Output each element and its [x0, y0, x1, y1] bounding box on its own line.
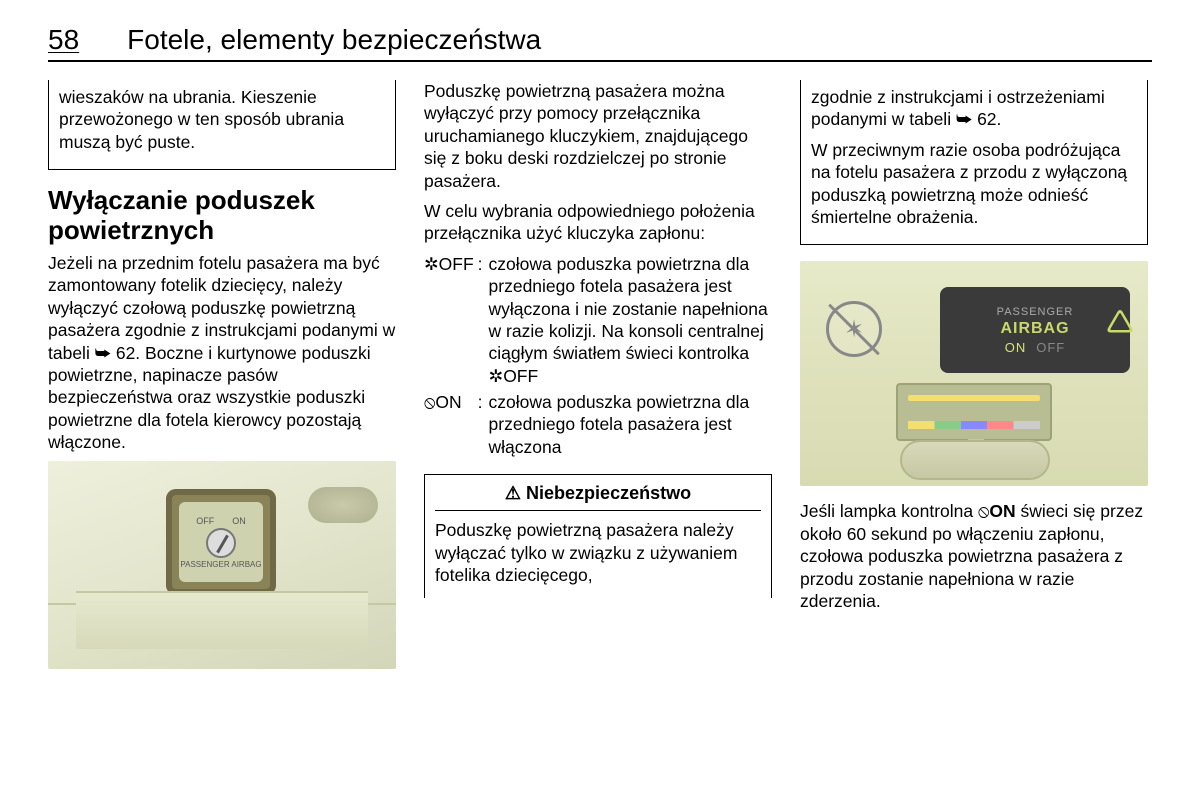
on-bold: ON: [989, 501, 1015, 521]
body-paragraph: W celu wybrania odpowiedniego położenia …: [424, 200, 772, 245]
indicator-on: ON: [1005, 340, 1027, 355]
danger-body: Poduszkę powietrzną pasażera należy wyłą…: [435, 519, 761, 586]
no-child-seat-icon: ✶: [826, 301, 882, 357]
danger-box: ⚠ Niebezpieczeństwo Poduszkę powietrzną …: [424, 474, 772, 598]
illustration-airbag-indicator: ✶ PASSENGER AIRBAG ON OFF 🛆: [800, 261, 1148, 486]
switch-on-label: ON: [232, 516, 246, 526]
chapter-title: Fotele, elementy bezpieczeństwa: [127, 24, 541, 56]
indicator-off: OFF: [1036, 340, 1065, 355]
key-switch-icon: [206, 528, 236, 558]
definition-list: ✲OFF : czołowa poduszka powietrzna dla p…: [424, 253, 772, 463]
switch-off-label: OFF: [196, 516, 214, 526]
continued-box-col3: zgodnie z instrukcjami i ostrzeżeniami p…: [800, 80, 1148, 245]
continued-text-a: zgodnie z instrukcjami i ostrzeżeniami p…: [811, 86, 1137, 131]
airbag-indicator-panel: PASSENGER AIRBAG ON OFF: [940, 287, 1130, 373]
seatbelt-icon: 🛆: [1106, 301, 1134, 349]
page-header: 58 Fotele, elementy bezpieczeństwa: [48, 24, 1152, 62]
page-number: 58: [48, 24, 79, 56]
section-heading: Wyłączanie poduszek powietrznych: [48, 186, 396, 246]
continued-text: wieszaków na ubrania. Kieszenie przewożo…: [59, 86, 385, 153]
column-3: zgodnie z instrukcjami i ostrzeżeniami p…: [800, 80, 1148, 669]
continued-text-b: W przeciwnym razie osoba podróżująca na …: [811, 139, 1137, 229]
airbag-switch-panel: OFF ON PASSENGER AIRBAG: [166, 489, 276, 595]
continued-box-col1: wieszaków na ubrania. Kieszenie przewożo…: [48, 80, 396, 170]
def-desc-off: czołowa poduszka powietrzna dla przednie…: [489, 253, 772, 391]
content-columns: wieszaków na ubrania. Kieszenie przewożo…: [48, 80, 1152, 669]
para-part-a: Jeśli lampka kontrolna ⦸: [800, 501, 989, 521]
illustration-airbag-switch: OFF ON PASSENGER AIRBAG: [48, 461, 396, 669]
indicator-line1: PASSENGER: [997, 306, 1074, 318]
indicator-line2: AIRBAG: [1000, 320, 1069, 338]
def-desc-on: czołowa poduszka powietrzna dla przednie…: [489, 391, 772, 462]
switch-caption: PASSENGER AIRBAG: [180, 560, 261, 569]
center-console-icon: [896, 383, 1052, 441]
body-paragraph: Poduszkę powietrzną pasażera można wyłąc…: [424, 80, 772, 192]
def-colon: :: [478, 253, 489, 391]
body-paragraph: Jeżeli na przednim fotelu pasażera ma by…: [48, 252, 396, 454]
def-label-on: ⦸ON: [424, 391, 478, 462]
danger-title: ⚠ Niebezpieczeństwo: [435, 483, 761, 511]
body-paragraph: Jeśli lampka kontrolna ⦸ON świeci się pr…: [800, 500, 1148, 612]
rearview-mirror-icon: [900, 440, 1050, 480]
def-colon: :: [478, 391, 489, 462]
column-1: wieszaków na ubrania. Kieszenie przewożo…: [48, 80, 396, 669]
def-label-off: ✲OFF: [424, 253, 478, 391]
column-2: Poduszkę powietrzną pasażera można wyłąc…: [424, 80, 772, 669]
